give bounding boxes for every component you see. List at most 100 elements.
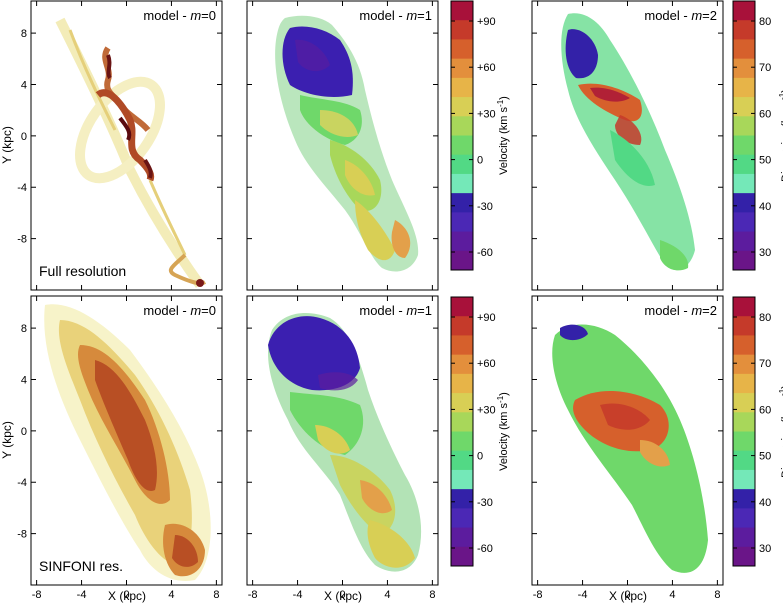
colorbar-segment [733, 250, 755, 271]
colorbar-segment [451, 58, 473, 79]
x-tick-label: 0 [624, 589, 630, 601]
y-tick-label: -4 [17, 182, 27, 194]
colorbar-segment [733, 450, 755, 471]
colorbar-segment [733, 97, 755, 117]
x-tick-label: 4 [384, 589, 390, 601]
dispersion-colorbar-top: 80 70 60 50 40 30 Dispersion (km s-1) [732, 0, 783, 271]
colorbar-label: Dispersion (km s-1) [778, 89, 783, 182]
colorbar-segment [733, 527, 755, 548]
colorbar-tick-label: 30 [759, 247, 771, 259]
colorbar-segment [451, 250, 473, 271]
colorbar-segment [451, 546, 473, 567]
x-tick-label: -4 [293, 589, 303, 601]
colorbar-tick-label: 80 [759, 312, 771, 324]
dispersion-map-low [552, 324, 708, 573]
panel-dispersion-low [532, 296, 723, 585]
colorbar-segment [733, 39, 755, 60]
colorbar-label: Dispersion (km s-1) [778, 385, 783, 478]
colorbar-tick-label: +30 [477, 108, 496, 120]
colorbar-tick-label: 0 [477, 155, 483, 167]
title-p11: model - m=1 [359, 303, 432, 318]
colorbar-tick-label: +30 [477, 404, 496, 416]
colorbar-tick-label: +60 [477, 358, 496, 370]
colorbar-segment [451, 431, 473, 452]
label-sinfoni-res: SINFONI res. [39, 558, 123, 574]
colorbar-tick-label: -30 [477, 497, 493, 509]
colorbar-segment [451, 173, 473, 194]
title-p12: model - m=2 [644, 303, 717, 318]
title-p00: model - m=0 [143, 8, 216, 23]
colorbar-segment [451, 154, 473, 175]
colorbar-segment [451, 297, 473, 317]
y-tick-label: 0 [21, 131, 27, 143]
velocity-colorbar-top: +90 +60 +30 0 -30 -60 Velocity (km s-1) [450, 0, 510, 271]
y-tick-label: 8 [21, 323, 27, 335]
colorbar-label: Velocity (km s-1) [496, 96, 510, 175]
colorbar-segment [733, 193, 755, 213]
colorbar-segment [451, 354, 473, 375]
colorbar-segment [451, 212, 473, 233]
colorbar-segment [451, 450, 473, 471]
y-tick-label: -8 [17, 234, 27, 246]
panel-flux-full [31, 1, 222, 290]
colorbar-tick-label: 0 [477, 451, 483, 463]
colorbar-segment [451, 193, 473, 213]
colorbar-segment [733, 231, 755, 252]
colorbar-segment [733, 1, 755, 21]
colorbar-segment [451, 335, 473, 356]
y-tick-label: 4 [21, 79, 27, 91]
colorbar-segment [451, 469, 473, 490]
colorbar-tick-label: 60 [759, 108, 771, 120]
colorbar-segment [733, 335, 755, 356]
title-p01: model - m=1 [359, 8, 432, 23]
colorbar-segment [451, 231, 473, 252]
colorbar-tick-label: 50 [759, 451, 771, 463]
velocity-colorbar-bottom: +90 +60 +30 0 -30 -60 Velocity (km s-1) [450, 296, 510, 567]
x-tick-label: 0 [123, 589, 129, 601]
colorbar-segment [733, 212, 755, 233]
panel-velocity-low [247, 296, 438, 585]
flux-image-low [44, 304, 211, 581]
ylabel-top: Y (kpc) [0, 126, 14, 164]
colorbar-frame [450, 296, 474, 567]
colorbar-segment [451, 527, 473, 548]
x-tick-label: 4 [168, 589, 174, 601]
title-p10: model - m=0 [143, 303, 216, 318]
colorbar-tick-label: +60 [477, 62, 496, 74]
ylabel-bottom: Y (kpc) [0, 421, 14, 459]
colorbar-segment [733, 354, 755, 375]
colorbar-segment [733, 489, 755, 509]
colorbar-tick-label: +90 [477, 312, 496, 324]
xlabel-col2: X (kpc) [609, 589, 647, 603]
colorbar-segment [451, 393, 473, 413]
colorbar-frame [450, 0, 474, 271]
panel-flux-low [31, 296, 222, 585]
colorbar-frame [732, 296, 756, 567]
flux-image-full [55, 17, 207, 288]
colorbar-segment [451, 489, 473, 509]
x-tick-label: -8 [533, 589, 543, 601]
panel-titles: model - m=0 model - m=1 model - m=2 mode… [39, 8, 717, 574]
colorbar-tick-label: 70 [759, 358, 771, 370]
xlabel-col1: X (kpc) [324, 589, 362, 603]
y-tick-label: 0 [21, 426, 27, 438]
xlabel-col0: X (kpc) [108, 589, 146, 603]
colorbar-tick-label: 50 [759, 155, 771, 167]
colorbar-segment [733, 373, 755, 394]
colorbar-label: Velocity (km s-1) [496, 392, 510, 471]
x-tick-label: 4 [669, 589, 675, 601]
colorbar-tick-label: +90 [477, 16, 496, 28]
x-tick-label: -8 [248, 589, 258, 601]
colorbar-segment [733, 154, 755, 175]
colorbar-segment [451, 1, 473, 21]
y-tick-label: -4 [17, 477, 27, 489]
colorbar-segment [733, 58, 755, 79]
axis-titles: Y (kpc) Y (kpc) X (kpc) X (kpc) X (kpc) [0, 126, 647, 603]
colorbar-tick-label: -60 [477, 543, 493, 555]
axes-layer: 8 4 0 -4 -8 -8 -4 0 4 8 8 4 0 -4 -8 -8 -4 0 4 8 -8 -4 0 4 8 [17, 1, 723, 601]
colorbar-segment [451, 20, 473, 40]
colorbar-segment [451, 116, 473, 136]
colorbar-tick-label: 80 [759, 16, 771, 28]
